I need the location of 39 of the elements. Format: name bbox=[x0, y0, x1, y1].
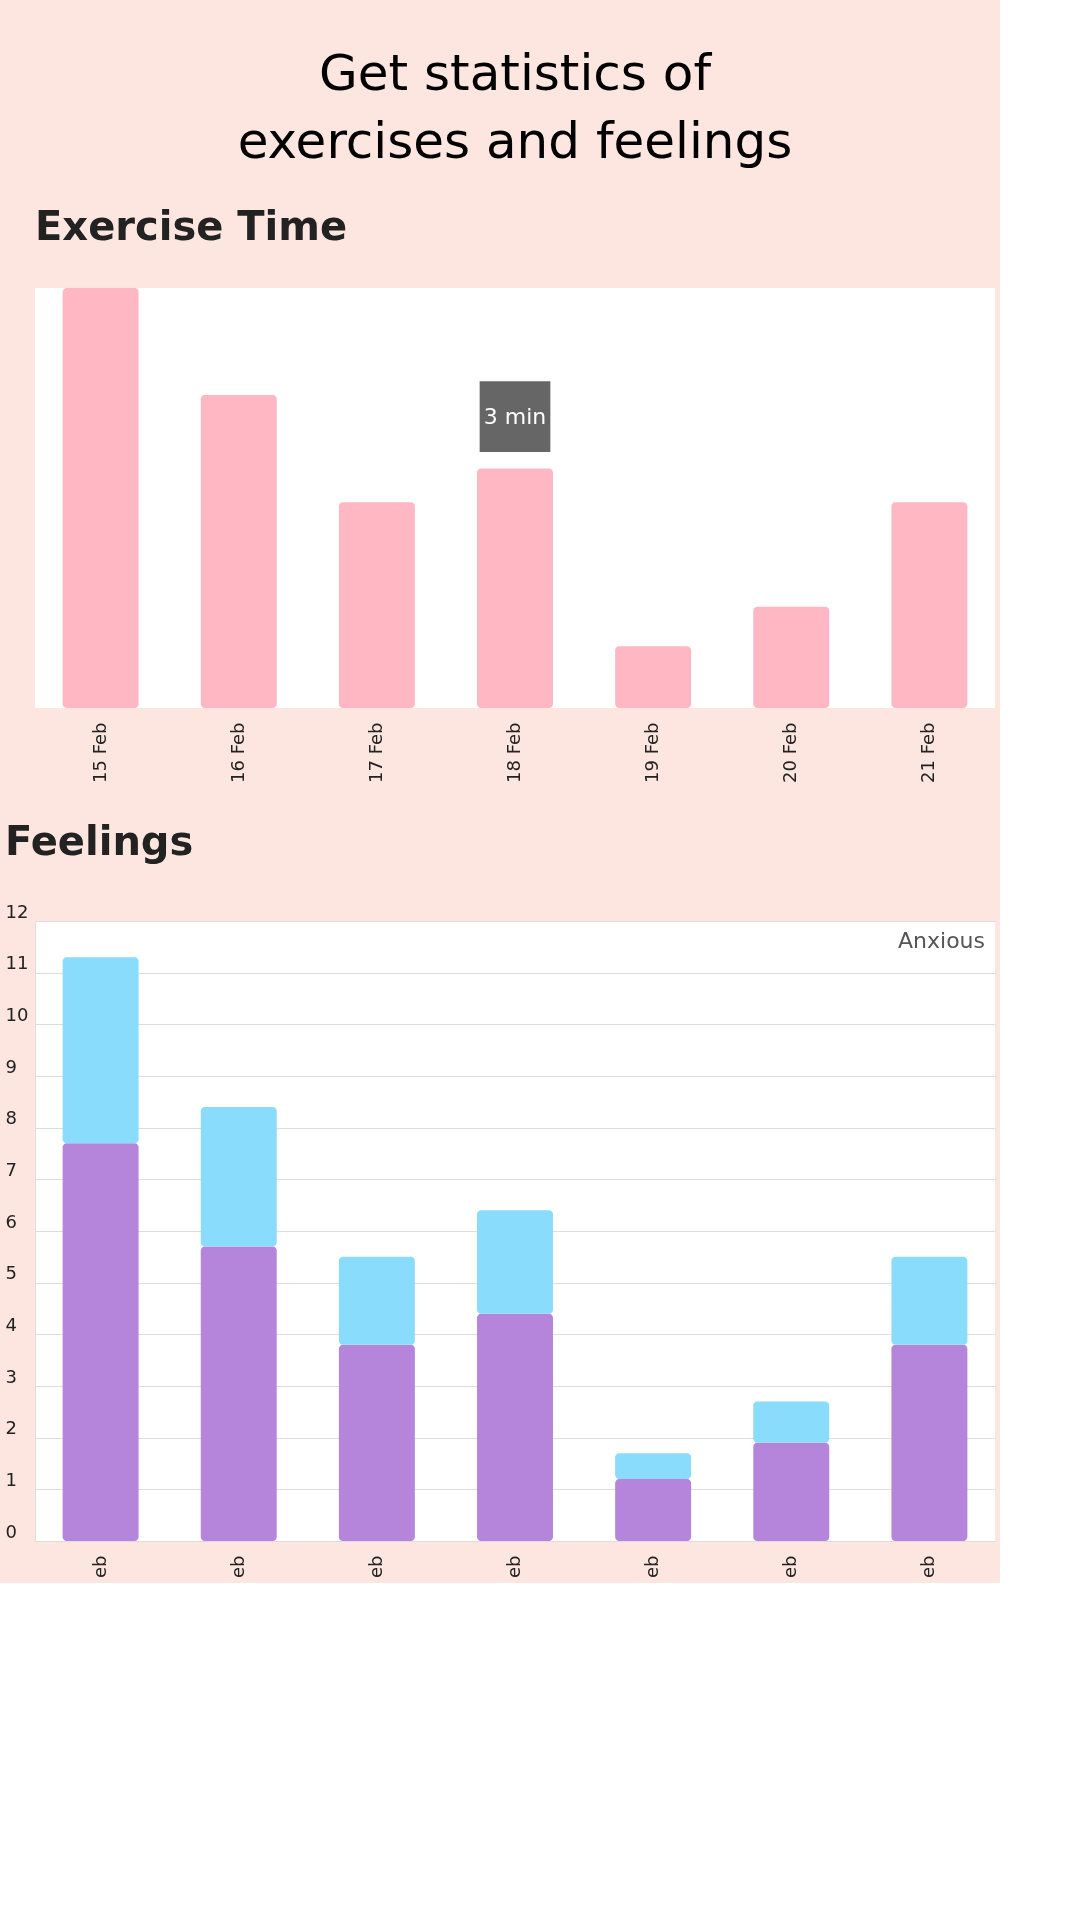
x-tick-label: 18 Feb bbox=[503, 722, 524, 783]
y-tick-label: 2 bbox=[5, 1417, 17, 1439]
x-tick-label: 21 Feb bbox=[917, 722, 939, 783]
chart-title: Feelings bbox=[5, 818, 194, 864]
y-tick-label: 10 bbox=[5, 1003, 29, 1025]
bar bbox=[200, 395, 277, 708]
y-tick-label: 8 bbox=[5, 1107, 17, 1129]
y-tick-label: 0 bbox=[5, 1520, 17, 1542]
x-tick-label: eb bbox=[917, 1555, 939, 1578]
y-tick-label: 11 bbox=[5, 952, 29, 974]
x-tick-label: 16 Feb bbox=[226, 722, 248, 783]
bar bbox=[753, 606, 830, 708]
bar bbox=[62, 288, 139, 708]
y-tick-label: 7 bbox=[5, 1158, 17, 1180]
x-tick-label: eb bbox=[88, 1555, 110, 1578]
bar bbox=[891, 502, 968, 708]
bar bbox=[615, 646, 692, 708]
x-tick-label: 19 Feb bbox=[641, 722, 663, 783]
y-tick-label: 12 bbox=[5, 900, 29, 922]
chart-title: Exercise Time bbox=[35, 203, 348, 249]
x-tick-label: 15 Feb bbox=[88, 722, 110, 783]
x-tick-label: eb bbox=[364, 1555, 386, 1578]
bar bbox=[338, 502, 415, 708]
x-tick-label: 17 Feb bbox=[364, 722, 386, 783]
annotation: Anxious bbox=[898, 928, 985, 953]
text: Get statistics of exercises and feelings bbox=[237, 44, 793, 170]
y-tick-label: 5 bbox=[5, 1262, 17, 1284]
x-tick-label: eb bbox=[779, 1555, 801, 1578]
y-tick-label: 4 bbox=[5, 1313, 17, 1335]
y-tick-label: 9 bbox=[5, 1055, 17, 1077]
x-tick-label: eb bbox=[641, 1555, 663, 1578]
y-tick-label: 6 bbox=[5, 1210, 17, 1232]
x-tick-label: eb bbox=[503, 1555, 524, 1578]
y-tick-label: 3 bbox=[5, 1365, 17, 1387]
x-tick-label: 20 Feb bbox=[779, 722, 801, 783]
bar bbox=[477, 468, 553, 708]
y-tick-label: 1 bbox=[5, 1468, 17, 1490]
x-tick-label: eb bbox=[226, 1555, 248, 1578]
annotation: 3 min bbox=[483, 403, 547, 429]
